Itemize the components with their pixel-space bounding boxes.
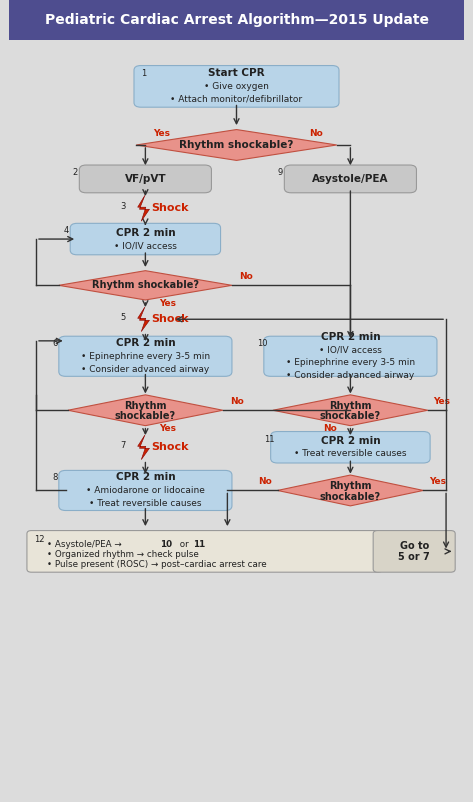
Text: • IO/IV access: • IO/IV access xyxy=(319,346,382,354)
Text: CPR 2 min: CPR 2 min xyxy=(115,228,175,237)
FancyBboxPatch shape xyxy=(134,66,339,107)
Text: • Consider advanced airway: • Consider advanced airway xyxy=(81,365,210,374)
Text: 5: 5 xyxy=(120,313,125,322)
Text: No: No xyxy=(323,424,337,433)
Text: Pediatric Cardiac Arrest Algorithm—2015 Update: Pediatric Cardiac Arrest Algorithm—2015 … xyxy=(44,13,429,27)
Text: • Treat reversible causes: • Treat reversible causes xyxy=(89,499,201,508)
Text: Rhythm: Rhythm xyxy=(329,401,372,411)
Text: 3: 3 xyxy=(120,202,126,211)
Text: Yes: Yes xyxy=(159,424,176,433)
Polygon shape xyxy=(138,195,149,221)
Text: • Attach monitor/defibrillator: • Attach monitor/defibrillator xyxy=(170,95,303,103)
Text: 12: 12 xyxy=(34,535,44,545)
Text: Rhythm shockable?: Rhythm shockable? xyxy=(179,140,294,150)
Text: 1: 1 xyxy=(141,69,146,78)
Text: CPR 2 min: CPR 2 min xyxy=(115,472,175,483)
Text: • Consider advanced airway: • Consider advanced airway xyxy=(286,371,414,380)
Text: • Asystole/PEA →: • Asystole/PEA → xyxy=(47,541,125,549)
FancyBboxPatch shape xyxy=(284,165,416,192)
Text: 2: 2 xyxy=(72,168,78,177)
Text: 11: 11 xyxy=(264,435,274,444)
Text: • Amiodarone or lidocaine: • Amiodarone or lidocaine xyxy=(86,486,205,495)
FancyBboxPatch shape xyxy=(59,336,232,376)
FancyBboxPatch shape xyxy=(27,531,382,572)
FancyBboxPatch shape xyxy=(271,431,430,463)
Text: • Give oxygen: • Give oxygen xyxy=(204,82,269,91)
Text: 10: 10 xyxy=(257,339,268,348)
Text: shockable?: shockable? xyxy=(115,411,176,421)
Text: Asystole/PEA: Asystole/PEA xyxy=(312,174,389,184)
Polygon shape xyxy=(138,435,149,460)
Text: 7: 7 xyxy=(120,441,126,450)
Text: Yes: Yes xyxy=(433,396,450,406)
Text: or: or xyxy=(177,541,191,549)
Text: 9: 9 xyxy=(278,168,283,177)
Text: Yes: Yes xyxy=(153,129,170,138)
Text: shockable?: shockable? xyxy=(320,411,381,421)
FancyBboxPatch shape xyxy=(59,471,232,511)
Text: 8: 8 xyxy=(52,473,57,483)
FancyBboxPatch shape xyxy=(373,531,455,572)
Text: • Organized rhythm → check pulse: • Organized rhythm → check pulse xyxy=(47,550,199,559)
FancyBboxPatch shape xyxy=(70,223,220,255)
Text: • Epinephrine every 3-5 min: • Epinephrine every 3-5 min xyxy=(81,352,210,361)
Text: CPR 2 min: CPR 2 min xyxy=(115,338,175,348)
Text: 4: 4 xyxy=(63,226,69,236)
Text: No: No xyxy=(230,396,244,406)
Text: • Treat reversible causes: • Treat reversible causes xyxy=(294,449,407,458)
FancyBboxPatch shape xyxy=(9,0,464,40)
Polygon shape xyxy=(138,307,149,331)
Polygon shape xyxy=(59,270,232,300)
Text: 11: 11 xyxy=(193,541,205,549)
Text: shockable?: shockable? xyxy=(320,492,381,501)
Polygon shape xyxy=(273,395,428,426)
Text: • Epinephrine every 3-5 min: • Epinephrine every 3-5 min xyxy=(286,358,415,367)
Text: CPR 2 min: CPR 2 min xyxy=(321,435,380,446)
FancyBboxPatch shape xyxy=(264,336,437,376)
Polygon shape xyxy=(68,395,223,426)
Polygon shape xyxy=(136,130,337,160)
Text: Yes: Yes xyxy=(429,476,446,486)
Text: Shock: Shock xyxy=(152,314,189,324)
FancyBboxPatch shape xyxy=(79,165,211,192)
Polygon shape xyxy=(278,475,423,506)
Text: CPR 2 min: CPR 2 min xyxy=(321,332,380,342)
Text: Shock: Shock xyxy=(152,442,189,452)
Text: VF/pVT: VF/pVT xyxy=(124,174,166,184)
Text: • Pulse present (ROSC) → post–cardiac arrest care: • Pulse present (ROSC) → post–cardiac ar… xyxy=(47,560,267,569)
Text: 6: 6 xyxy=(52,339,57,348)
Text: Shock: Shock xyxy=(152,203,189,213)
Text: Rhythm: Rhythm xyxy=(329,481,372,491)
Text: Go to
5 or 7: Go to 5 or 7 xyxy=(398,541,430,562)
Text: Rhythm shockable?: Rhythm shockable? xyxy=(92,281,199,290)
Text: No: No xyxy=(258,476,272,486)
Text: Rhythm: Rhythm xyxy=(124,401,166,411)
Text: No: No xyxy=(309,129,323,138)
Text: 10: 10 xyxy=(160,541,173,549)
Text: Start CPR: Start CPR xyxy=(208,68,265,79)
Text: No: No xyxy=(239,272,253,281)
Text: • IO/IV access: • IO/IV access xyxy=(114,241,177,250)
Text: Yes: Yes xyxy=(159,298,176,308)
